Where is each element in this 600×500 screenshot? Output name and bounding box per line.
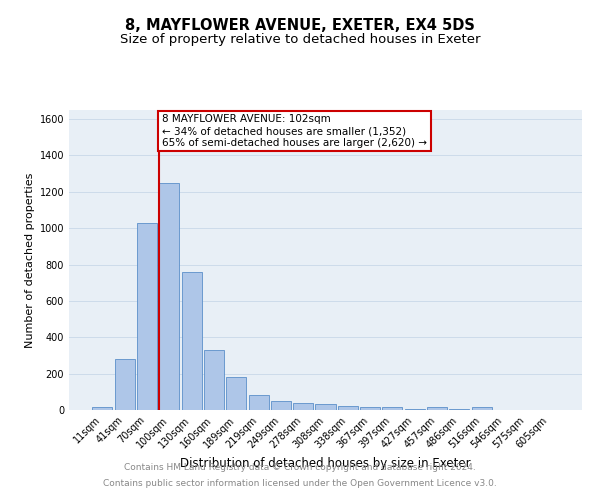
- Text: 8, MAYFLOWER AVENUE, EXETER, EX4 5DS: 8, MAYFLOWER AVENUE, EXETER, EX4 5DS: [125, 18, 475, 32]
- Bar: [427, 408, 447, 410]
- Bar: [92, 408, 112, 410]
- Bar: [472, 408, 492, 410]
- Text: 8 MAYFLOWER AVENUE: 102sqm
← 34% of detached houses are smaller (1,352)
65% of s: 8 MAYFLOWER AVENUE: 102sqm ← 34% of deta…: [162, 114, 427, 148]
- Text: Size of property relative to detached houses in Exeter: Size of property relative to detached ho…: [120, 32, 480, 46]
- Bar: [115, 359, 135, 410]
- Y-axis label: Number of detached properties: Number of detached properties: [25, 172, 35, 348]
- Bar: [293, 402, 313, 410]
- Bar: [226, 378, 246, 410]
- Text: Contains public sector information licensed under the Open Government Licence v3: Contains public sector information licen…: [103, 478, 497, 488]
- Bar: [159, 182, 179, 410]
- Bar: [382, 408, 403, 410]
- Bar: [182, 272, 202, 410]
- Bar: [316, 404, 335, 410]
- Bar: [271, 401, 291, 410]
- X-axis label: Distribution of detached houses by size in Exeter: Distribution of detached houses by size …: [180, 457, 471, 470]
- Bar: [360, 408, 380, 410]
- Bar: [248, 394, 269, 410]
- Bar: [137, 222, 157, 410]
- Text: Contains HM Land Registry data © Crown copyright and database right 2024.: Contains HM Land Registry data © Crown c…: [124, 464, 476, 472]
- Bar: [204, 350, 224, 410]
- Bar: [338, 406, 358, 410]
- Bar: [405, 409, 425, 410]
